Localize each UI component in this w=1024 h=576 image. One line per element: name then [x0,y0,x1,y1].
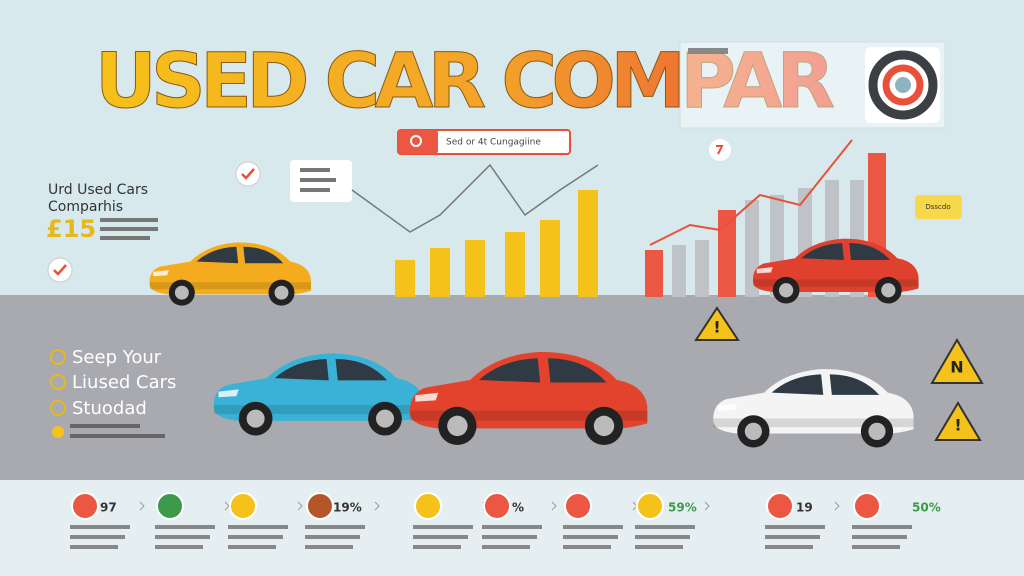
stat-icon [306,492,334,520]
stat-caption [482,535,537,539]
search-bar[interactable]: Sed or 4t Cungagiine [397,129,571,155]
list-item: Stuodad [72,398,147,419]
stat-value: 50% [912,501,941,515]
stat-caption [413,525,473,529]
heading-line: Urd Used Cars [48,182,148,198]
chevron [139,501,145,511]
stat-caption [635,525,695,529]
stat-caption [155,545,203,549]
chevron [834,501,840,511]
stat-icon [766,492,794,520]
stat-icon [156,492,184,520]
stat-value: 19 [796,501,813,515]
stat-value: 59% [668,501,697,515]
svg-text:!: ! [954,416,961,435]
list: Seep Your Liused Cars Stuodad [50,347,176,438]
chevron [704,501,710,511]
left-text: Urd Used Cars Comparhis £15 [46,161,261,283]
list-item: Seep Your [72,347,162,368]
stat-caption [635,535,690,539]
stat-caption [155,525,215,529]
stat-icon [636,492,664,520]
stat-caption [563,535,618,539]
heading-line: Comparhis [48,199,123,215]
stat-value: 19% [333,501,362,515]
stat-caption [765,525,825,529]
stat-caption [765,535,820,539]
stat-icon [853,492,881,520]
price: £15 [46,215,96,243]
yellow-chart [290,160,599,297]
stat-caption [852,525,912,529]
stat-caption [305,545,353,549]
stat-icon [414,492,442,520]
chevron [297,501,303,511]
stat-icon [71,492,99,520]
stat-value: 97 [100,501,117,515]
stat-caption [852,545,900,549]
stat-caption [228,535,283,539]
stat-caption [228,545,276,549]
stat-value: % [512,501,524,515]
top-right-panel [679,41,946,129]
stat-icon [564,492,592,520]
stat-caption [305,535,360,539]
list-item: Liused Cars [72,372,176,393]
stat-caption [305,525,365,529]
stat-caption [482,525,542,529]
stat-caption [563,545,611,549]
stat-caption [70,545,118,549]
stat-caption [413,545,461,549]
svg-text:!: ! [713,318,720,337]
stat-icon [229,492,257,520]
stat-caption [228,525,288,529]
stat-caption [70,535,125,539]
bottom-stats: 97 19%% 59% 19 50% [70,492,941,549]
stat-caption [482,545,530,549]
chevron [551,501,557,511]
chevron [374,501,380,511]
search-placeholder: Sed or 4t Cungagiine [446,138,541,148]
stat-caption [852,535,907,539]
stat-caption [563,525,623,529]
warnings: ! N ! [694,306,984,441]
stat-caption [155,535,210,539]
stat-caption [765,545,813,549]
stat-caption [70,525,130,529]
stat-icon [483,492,511,520]
stat-caption [635,545,683,549]
warning-label: N [950,358,963,377]
tooltip: Dsscdo [925,203,950,211]
stat-caption [413,535,468,539]
